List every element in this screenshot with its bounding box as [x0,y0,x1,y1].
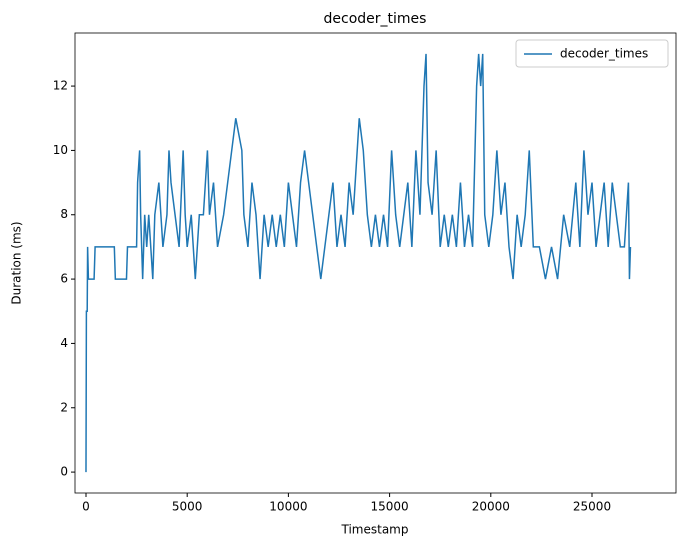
x-tick-label: 0 [82,500,90,514]
y-tick-label: 4 [60,336,68,350]
x-axis-label: Timestamp [341,523,409,537]
y-tick-label: 10 [53,143,68,157]
x-tick-label: 25000 [573,500,611,514]
plot-frame [74,32,677,494]
x-tick-label: 5000 [172,500,203,514]
y-tick-label: 0 [60,465,68,479]
x-tick-label: 15000 [371,500,409,514]
y-tick-label: 6 [60,272,68,286]
y-tick-label: 2 [60,400,68,414]
legend-label: decoder_times [560,47,648,61]
y-axis-label: Duration (ms) [10,221,24,304]
y-tick-label: 12 [53,79,68,93]
legend-box [515,39,669,68]
x-tick-label: 10000 [269,500,307,514]
line-series [85,53,632,473]
chart-title: decoder_times [324,11,427,27]
x-tick-label: 20000 [472,500,510,514]
y-tick-label: 8 [60,207,68,221]
